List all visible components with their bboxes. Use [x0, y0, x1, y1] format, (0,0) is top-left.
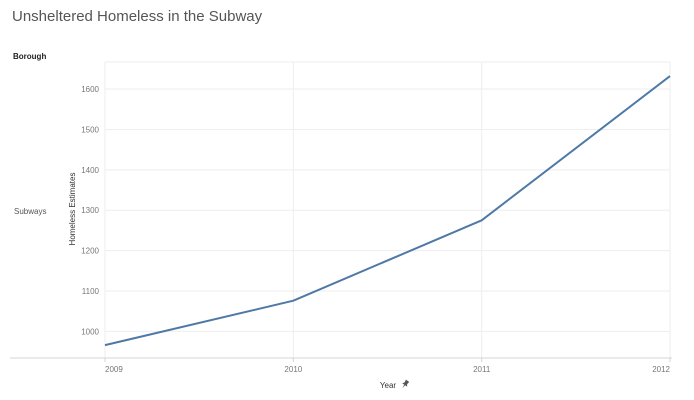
- x-tick-label: 2012: [652, 365, 670, 374]
- series-lines: [104, 75, 671, 347]
- y-tick-label: 1100: [82, 287, 100, 296]
- row-header-borough: Borough: [13, 52, 47, 61]
- axes: [10, 357, 672, 362]
- y-tick-label: 1000: [81, 327, 99, 336]
- x-tick-label: 2011: [473, 365, 491, 374]
- x-tick-label: 2009: [105, 365, 123, 374]
- pin-icon[interactable]: [400, 379, 410, 390]
- y-tick-label: 1500: [81, 125, 99, 134]
- y-tick-label: 1300: [81, 206, 99, 215]
- chart-title: Unsheltered Homeless in the Subway: [12, 8, 263, 25]
- x-tick-label: 2010: [284, 365, 302, 374]
- y-axis-title: Homeless Estimates: [68, 173, 77, 246]
- series-line: [104, 75, 671, 347]
- y-tick-label: 1600: [81, 85, 99, 94]
- row-label-subways: Subways: [14, 207, 47, 216]
- x-tick-labels: 2009 2010 2011 2012: [105, 365, 671, 374]
- y-tick-labels: 1000 1100 1200 1300 1400 1500 1600: [81, 85, 99, 336]
- y-tick-label: 1400: [81, 166, 99, 175]
- y-tick-label: 1200: [81, 247, 99, 256]
- x-axis-title: Year: [380, 381, 397, 390]
- gridlines: [104, 61, 671, 358]
